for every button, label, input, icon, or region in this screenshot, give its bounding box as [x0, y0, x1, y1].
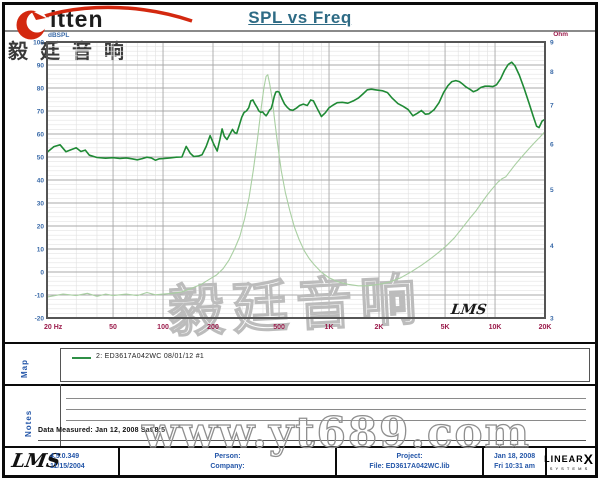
svg-text:4: 4 [550, 243, 554, 250]
data-measured-text: Data Measured: Jan 12, 2008 Sat 8:5 [38, 427, 166, 434]
svg-text:20K: 20K [539, 324, 552, 331]
svg-text:50: 50 [109, 324, 117, 331]
svg-text:0: 0 [40, 270, 44, 277]
notes-ruled-line [66, 398, 586, 399]
version-number: 4.5.0.349 [50, 453, 80, 460]
legend-box [60, 348, 590, 382]
notes-ruled-line [66, 409, 586, 410]
svg-text:500: 500 [273, 324, 285, 331]
svg-text:200: 200 [207, 324, 219, 331]
svg-text:50: 50 [37, 155, 45, 162]
svg-text:6: 6 [550, 141, 554, 148]
person-label: Person: [214, 453, 241, 460]
svg-text:3: 3 [550, 316, 554, 323]
person-company-cell: Person: Company: [120, 452, 335, 472]
project-file-cell: Project: File: ED3617A042WC.lib [337, 452, 482, 472]
map-section-label: Map [20, 359, 29, 378]
svg-text:90: 90 [37, 63, 45, 70]
page-title: SPL vs Freq [248, 8, 352, 27]
svg-text:9: 9 [550, 40, 554, 47]
version-block: 4.5.0.349 11/15/2004 [50, 452, 85, 472]
svg-text:dBSPL: dBSPL [48, 32, 69, 39]
svg-text:8: 8 [550, 69, 554, 76]
legend-entry: 2: ED3617A042WC 08/01/12 #1 [96, 353, 205, 360]
svg-text:7: 7 [550, 103, 554, 110]
svg-text:10: 10 [37, 247, 45, 254]
svg-text:-20: -20 [35, 316, 45, 323]
svg-text:60: 60 [37, 132, 45, 139]
header-divider [5, 30, 595, 32]
report-date: Jan 18, 2008 [493, 453, 536, 460]
footer-cell-divider [335, 446, 337, 475]
linearx-systems: S Y S T E M S [549, 466, 589, 471]
svg-text:LMS: LMS [449, 302, 488, 318]
svg-text:20: 20 [37, 224, 45, 231]
spl-vs-freq-chart: 毅廷音响 LMS1009080706050403020100-10-20dBSPL… [33, 31, 568, 344]
eritten-swoosh-icon [16, 5, 193, 40]
legend-line-swatch [72, 357, 91, 359]
svg-text:5K: 5K [441, 324, 450, 331]
site-watermark: www.yt689.com [141, 407, 531, 457]
footer-cell-divider [482, 446, 484, 475]
footer-top-border [5, 446, 595, 448]
notes-ruled-line [38, 440, 586, 441]
date-time-cell: Jan 18, 2008 Fri 10:31 am [484, 452, 545, 472]
map-section-top-border [5, 342, 595, 344]
notes-divider [60, 384, 61, 446]
svg-text:40: 40 [37, 178, 45, 185]
svg-text:-10: -10 [35, 293, 45, 300]
svg-text:30: 30 [37, 201, 45, 208]
notes-ruled-line [66, 420, 586, 421]
linearx-word: LINEAR [544, 454, 584, 464]
file-label: File: ED3617A042WC.lib [369, 463, 450, 470]
svg-text:5: 5 [550, 187, 554, 194]
linearx-logo: LINEAR X S Y S T E M S [544, 451, 593, 471]
company-label: Company: [210, 463, 245, 470]
footer-cell-divider [545, 446, 547, 475]
svg-text:100: 100 [157, 324, 169, 331]
svg-text:70: 70 [37, 109, 45, 116]
svg-text:Ohm: Ohm [553, 31, 568, 38]
notes-section-top-border [5, 384, 595, 386]
svg-text:1K: 1K [325, 324, 334, 331]
report-time: Fri 10:31 am [494, 463, 535, 470]
svg-text:2K: 2K [375, 324, 384, 331]
svg-text:毅廷音响: 毅廷音响 [167, 267, 426, 343]
footer-cell-divider [118, 446, 120, 475]
svg-text:20 Hz: 20 Hz [44, 324, 63, 331]
svg-text:10K: 10K [489, 324, 502, 331]
svg-text:80: 80 [37, 86, 45, 93]
project-label: Project: [396, 453, 423, 460]
version-date: 11/15/2004 [50, 463, 85, 470]
eritten-logo [6, 2, 196, 62]
linearx-x: X [583, 451, 594, 467]
svg-text:100: 100 [33, 40, 44, 47]
notes-section-label: Notes [24, 409, 33, 437]
